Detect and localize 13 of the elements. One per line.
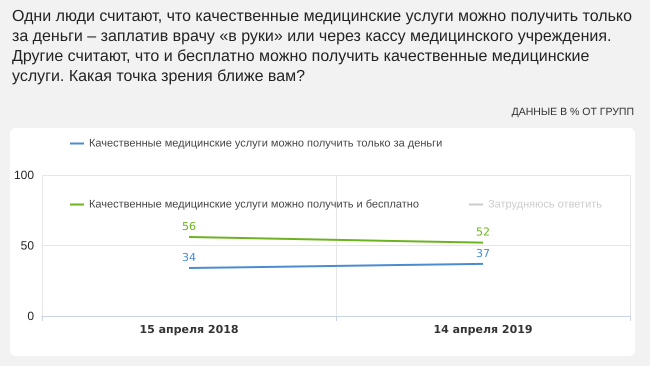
data-label: 34 (182, 251, 196, 264)
chart-subtitle: ДАННЫЕ В % ОТ ГРУПП (512, 106, 634, 118)
data-label: 37 (476, 246, 490, 260)
y-tick-label: 0 (27, 309, 34, 323)
y-tick-label: 100 (14, 168, 34, 182)
data-label: 56 (182, 220, 196, 234)
legend-label: Качественные медицинские услуги можно получить и бесплатно (89, 198, 419, 210)
x-tick-label: 14 апреля 2019 (433, 323, 533, 336)
legend-label: Качественные медицинские услуги можно получить только за деньги (89, 138, 442, 150)
y-tick-label: 50 (20, 238, 34, 252)
x-tick-label: 15 апреля 2018 (139, 323, 239, 336)
chart-title: Одни люди считают, что качественные медицинские услуги можно получить только за деньги – заплатив врачу «в руки» или через кассу медицинского учреждения. Другие считают, что и бесплатно можно получить качественные медицинские услуги. Какая точка зрения ближе вам? (12, 7, 633, 87)
data-label: 52 (476, 226, 490, 239)
